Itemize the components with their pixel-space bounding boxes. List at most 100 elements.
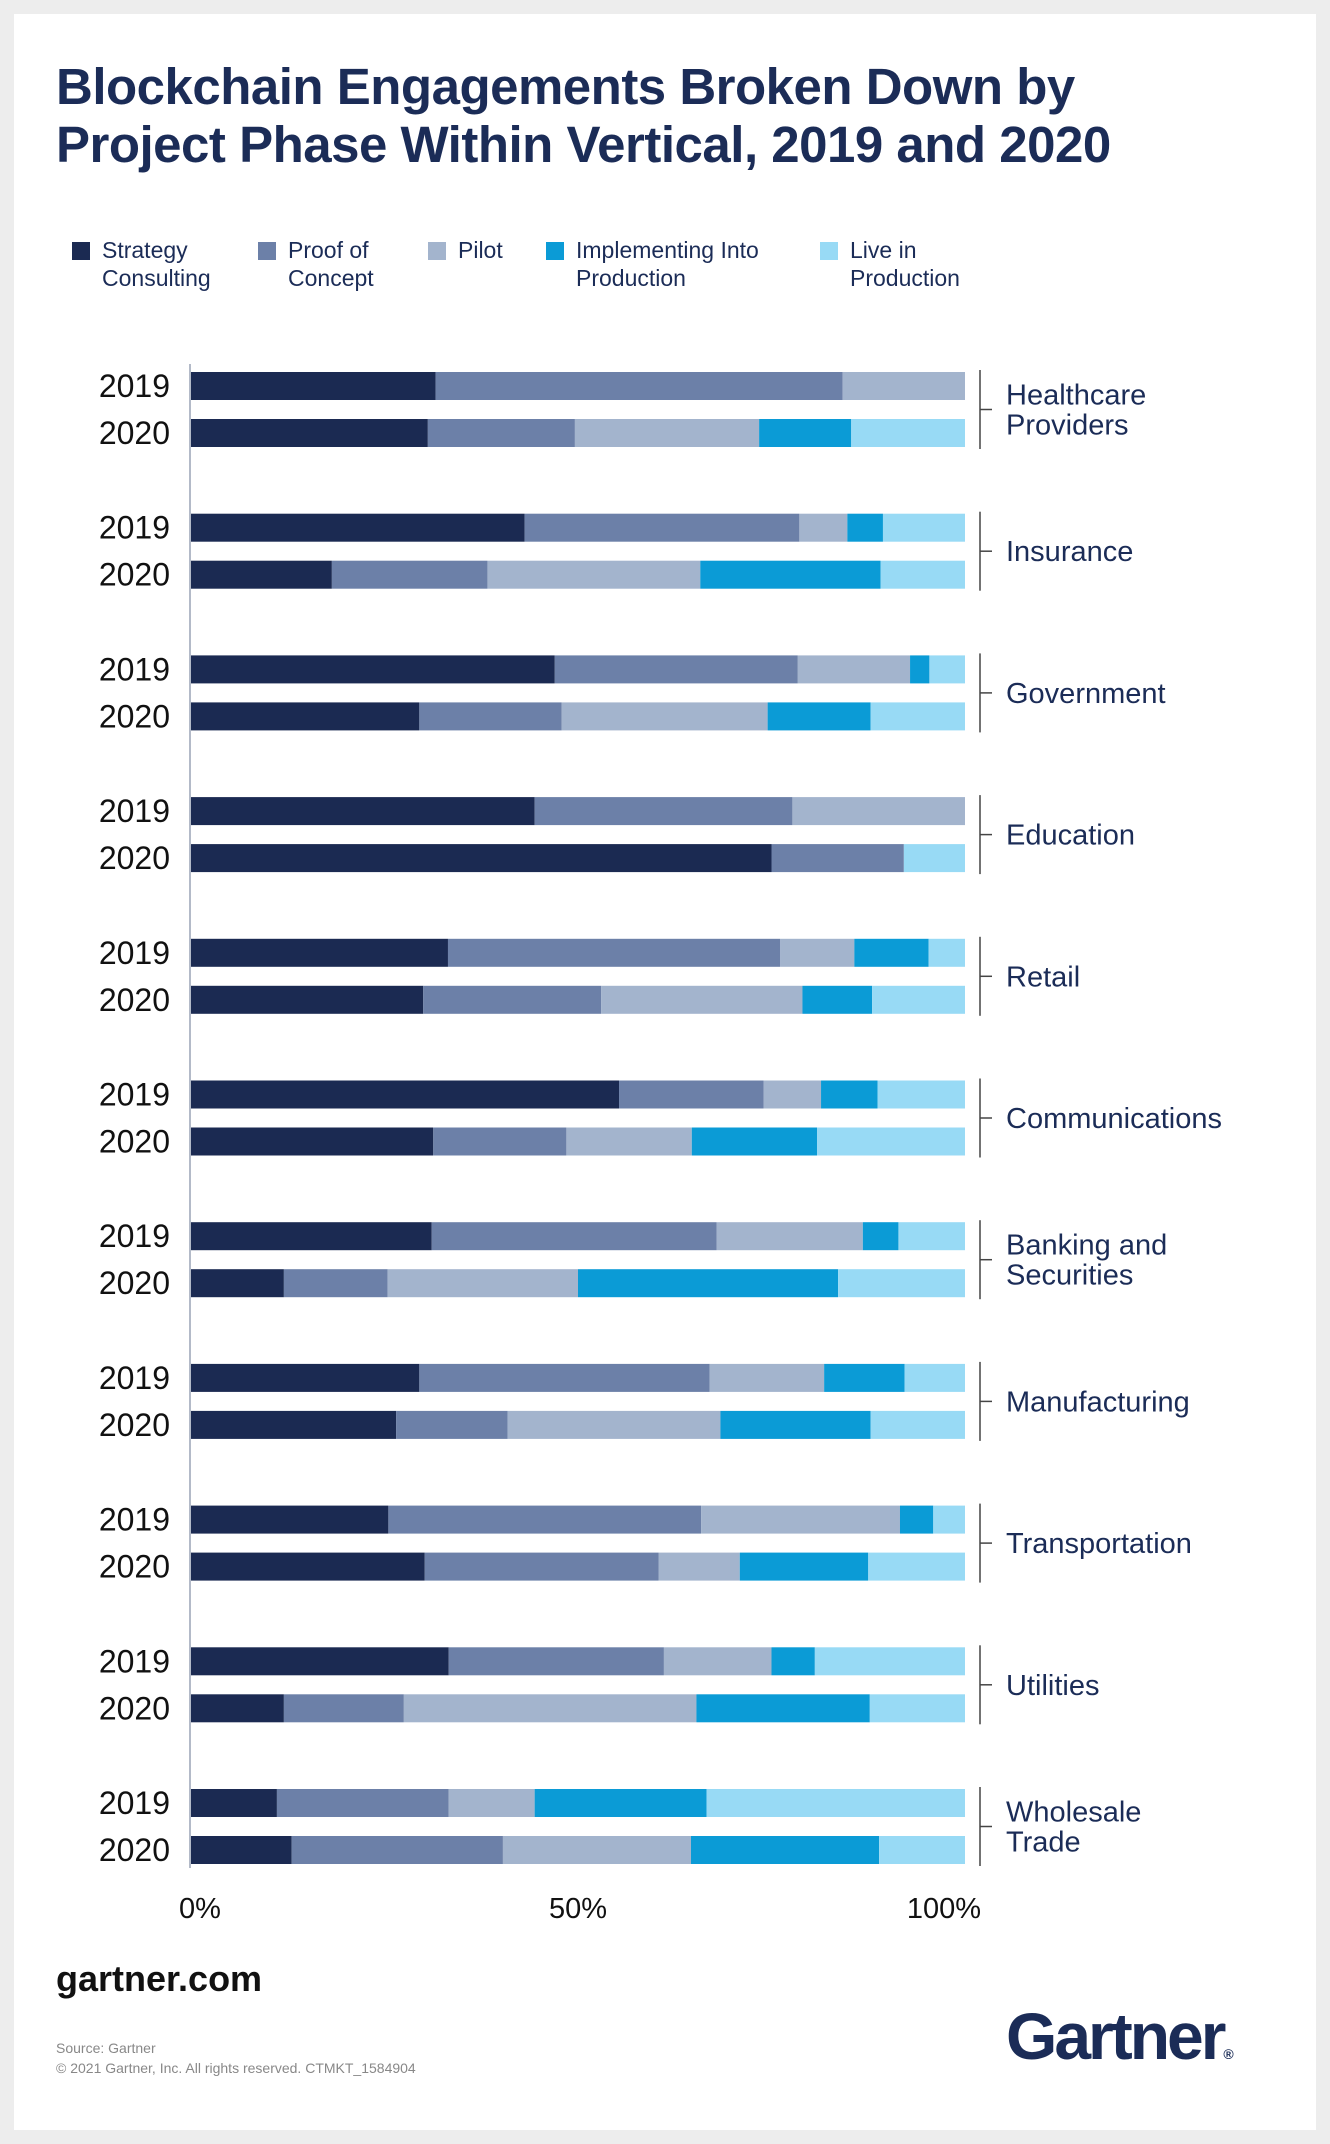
legend-label: Proof of Concept: [288, 237, 374, 291]
year-label: 2019: [99, 793, 170, 829]
source-note: Source: Gartner © 2021 Gartner, Inc. All…: [56, 2038, 416, 2078]
bar-segment-utilities-2019-pilot: [663, 1647, 772, 1676]
category-label-utilities: Utilities: [1006, 1670, 1099, 1702]
gartner-logo: Gartner®: [1006, 1999, 1234, 2073]
year-label: 2019: [99, 368, 170, 404]
category-label-transportation: Transportation: [1006, 1528, 1192, 1560]
category-label-line: Banking and: [1006, 1230, 1167, 1262]
bar-segment-retail-2019-pilot: [780, 938, 855, 967]
bar-segment-manufacturing-2019-pilot: [709, 1363, 825, 1392]
bar-segment-wholesale-trade-2019-implementing-into-production: [534, 1789, 707, 1817]
bar-segment-government-2019-implementing-into-production: [910, 655, 930, 684]
bar-segment-manufacturing-2020-proof-of-concept: [396, 1410, 508, 1439]
year-label: 2020: [99, 840, 170, 876]
bar-segment-healthcare-providers-2020-strategy-consulting: [191, 419, 428, 447]
category-label-line: Government: [1006, 678, 1166, 710]
bar-segment-retail-2019-strategy-consulting: [191, 938, 448, 967]
chart-title: Blockchain Engagements Broken Down by Pr…: [56, 58, 1111, 173]
year-label: 2019: [99, 1077, 170, 1113]
x-tick-label: 100%: [907, 1893, 981, 1925]
bar-segment-education-2019-pilot: [792, 797, 965, 826]
bar-segment-communications-2019-proof-of-concept: [619, 1080, 764, 1109]
bar-segment-manufacturing-2019-implementing-into-production: [824, 1363, 905, 1392]
category-label-line: Healthcare: [1006, 380, 1146, 412]
legend-swatch: [72, 242, 90, 260]
bar-segment-banking-and-securities-2019-proof-of-concept: [431, 1222, 717, 1251]
year-label: 2020: [99, 415, 170, 451]
bar-segment-healthcare-providers-2020-live-in-production: [851, 419, 965, 447]
bar-segment-insurance-2019-implementing-into-production: [847, 513, 883, 542]
bar-segment-retail-2020-proof-of-concept: [423, 985, 602, 1014]
bar-segment-healthcare-providers-2020-implementing-into-production: [759, 419, 852, 447]
legend-label: Live in Production: [850, 237, 960, 291]
bar-segment-transportation-2019-implementing-into-production: [899, 1505, 934, 1534]
source-line: Source: Gartner: [56, 2040, 156, 2056]
category-label-line: Communications: [1006, 1103, 1222, 1135]
bar-segment-government-2020-proof-of-concept: [419, 702, 562, 731]
bar-segment-government-2020-implementing-into-production: [767, 702, 871, 731]
category-label-line: Securities: [1006, 1260, 1133, 1292]
bar-segment-banking-and-securities-2020-pilot: [387, 1269, 578, 1298]
category-label-line: Retail: [1006, 961, 1080, 993]
bar-segment-healthcare-providers-2019-proof-of-concept: [435, 372, 843, 400]
legend-swatch: [428, 242, 446, 260]
bar-segment-government-2019-proof-of-concept: [554, 655, 798, 684]
bar-segment-communications-2019-live-in-production: [877, 1080, 965, 1109]
bar-segment-insurance-2019-live-in-production: [882, 513, 965, 542]
year-label: 2020: [99, 698, 170, 734]
year-label: 2020: [99, 1549, 170, 1585]
bar-segment-transportation-2019-proof-of-concept: [388, 1505, 702, 1534]
category-label-line: Insurance: [1006, 536, 1133, 568]
category-label-healthcare-providers: Healthcare Providers: [1006, 380, 1146, 442]
bar-segment-manufacturing-2020-strategy-consulting: [191, 1410, 397, 1439]
year-label: 2019: [99, 935, 170, 971]
bar-segment-utilities-2020-strategy-consulting: [191, 1694, 284, 1723]
category-label-retail: Retail: [1006, 961, 1080, 993]
bar-segment-retail-2020-strategy-consulting: [191, 985, 424, 1014]
bar-segment-banking-and-securities-2019-live-in-production: [898, 1222, 965, 1251]
year-label: 2020: [99, 1124, 170, 1160]
bar-segment-transportation-2019-pilot: [701, 1505, 900, 1534]
footer-url: gartner.com: [56, 1958, 263, 1999]
category-label-line: Manufacturing: [1006, 1386, 1190, 1418]
bar-segment-retail-2020-implementing-into-production: [802, 985, 873, 1014]
bar-segment-communications-2020-live-in-production: [817, 1127, 965, 1156]
bar-segment-healthcare-providers-2020-pilot: [574, 419, 760, 447]
bar-segment-banking-and-securities-2019-strategy-consulting: [191, 1222, 432, 1251]
bar-segment-manufacturing-2019-live-in-production: [904, 1363, 965, 1392]
bar-segment-transportation-2020-live-in-production: [868, 1552, 965, 1581]
bar-segment-communications-2019-strategy-consulting: [191, 1080, 620, 1109]
bar-segment-education-2020-live-in-production: [903, 844, 965, 873]
infographic-card: [14, 14, 1316, 2130]
bar-segment-insurance-2020-implementing-into-production: [700, 560, 881, 589]
year-label: 2019: [99, 510, 170, 546]
bar-segment-transportation-2019-strategy-consulting: [191, 1505, 389, 1534]
category-label-education: Education: [1006, 820, 1135, 852]
category-label-communications: Communications: [1006, 1103, 1222, 1135]
bar-segment-communications-2020-pilot: [566, 1127, 692, 1156]
bar-segment-banking-and-securities-2019-implementing-into-production: [862, 1222, 899, 1251]
bar-segment-wholesale-trade-2020-strategy-consulting: [191, 1836, 292, 1864]
bar-segment-manufacturing-2020-implementing-into-production: [720, 1410, 871, 1439]
legend-label: Implementing Into Production: [576, 237, 759, 291]
bar-segment-wholesale-trade-2020-proof-of-concept: [291, 1836, 503, 1864]
year-label: 2019: [99, 1360, 170, 1396]
category-label-line: Providers: [1006, 410, 1129, 442]
bar-segment-government-2019-pilot: [797, 655, 911, 684]
x-tick-label: 0%: [179, 1893, 221, 1925]
bar-segment-healthcare-providers-2020-proof-of-concept: [427, 419, 575, 447]
bar-segment-education-2020-proof-of-concept: [771, 844, 904, 873]
bar-segment-manufacturing-2020-pilot: [507, 1410, 721, 1439]
legend-label: Strategy Consulting: [102, 237, 211, 291]
bar-segment-retail-2019-proof-of-concept: [447, 938, 781, 967]
bar-segment-insurance-2020-proof-of-concept: [331, 560, 488, 589]
bar-segment-wholesale-trade-2020-live-in-production: [879, 1836, 965, 1864]
year-label: 2020: [99, 1832, 170, 1868]
x-tick-label: 50%: [549, 1893, 607, 1925]
bar-segment-transportation-2020-pilot: [658, 1552, 740, 1581]
year-label: 2019: [99, 1643, 170, 1679]
bar-segment-retail-2019-live-in-production: [928, 938, 965, 967]
bar-segment-wholesale-trade-2020-pilot: [502, 1836, 692, 1864]
bar-segment-transportation-2020-implementing-into-production: [739, 1552, 869, 1581]
bar-segment-banking-and-securities-2020-live-in-production: [838, 1269, 965, 1298]
